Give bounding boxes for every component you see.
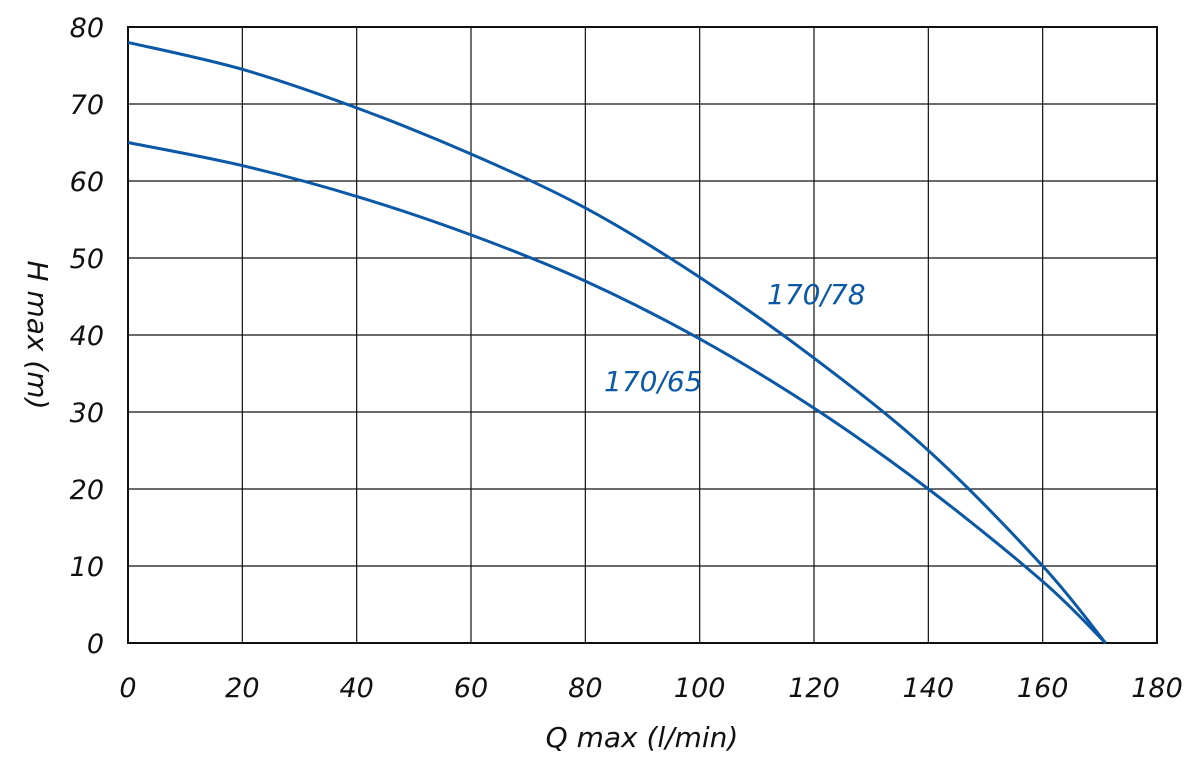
y-tick-label-70: 70 — [70, 90, 104, 121]
x-tick-label-100: 100 — [674, 673, 726, 704]
y-tick-label-80: 80 — [70, 13, 104, 44]
series-line-170-78 — [127, 40, 1107, 644]
x-axis-title: Q max (l/min) — [546, 721, 739, 754]
y-tick-label-30: 30 — [70, 398, 104, 429]
y-tick-labels: 0 10 20 30 40 50 60 70 80 — [70, 13, 104, 660]
x-tick-label-120: 120 — [788, 673, 840, 704]
y-tick-label-20: 20 — [70, 475, 104, 506]
x-tick-label-60: 60 — [454, 673, 488, 704]
y-tick-label-10: 10 — [70, 552, 104, 583]
series-label-170-65: 170/65 — [604, 365, 703, 398]
y-axis-title: H max (m) — [21, 261, 54, 410]
x-tick-label-180: 180 — [1131, 673, 1183, 704]
x-tick-label-80: 80 — [568, 673, 602, 704]
series-lines — [127, 40, 1107, 645]
series-label-170-78: 170/78 — [767, 278, 866, 311]
x-tick-label-140: 140 — [903, 673, 955, 704]
y-tick-label-40: 40 — [70, 321, 104, 352]
x-tick-label-160: 160 — [1017, 673, 1069, 704]
x-tick-labels: 0 20 40 60 80 100 120 140 160 180 — [119, 673, 1182, 704]
series-line-170-65 — [127, 141, 1107, 645]
grid — [127, 26, 1158, 644]
y-tick-label-50: 50 — [70, 244, 104, 275]
plot-frame — [127, 26, 1158, 644]
y-tick-label-60: 60 — [70, 167, 104, 198]
y-tick-label-0: 0 — [87, 629, 104, 660]
x-tick-label-40: 40 — [339, 673, 373, 704]
x-tick-label-0: 0 — [119, 673, 136, 704]
x-tick-label-20: 20 — [225, 673, 259, 704]
